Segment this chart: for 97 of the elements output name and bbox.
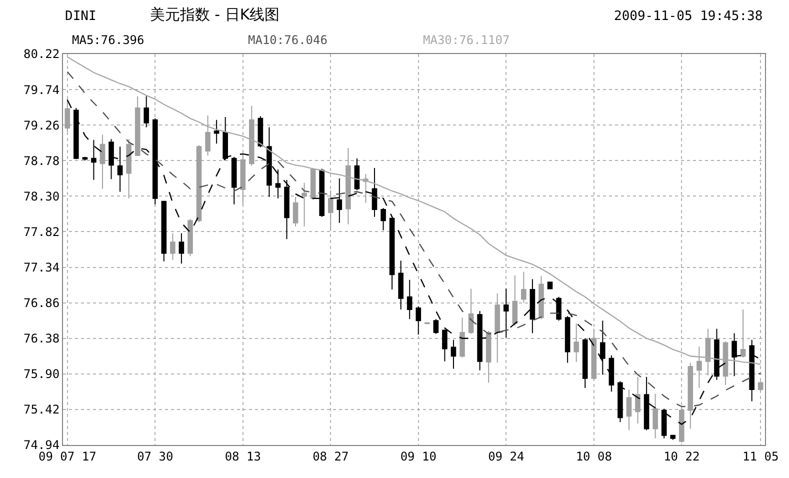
candlestick — [494, 292, 500, 364]
candlestick — [302, 182, 307, 228]
candlestick — [530, 278, 536, 334]
candlestick — [652, 393, 658, 439]
candlestick — [468, 288, 474, 334]
candlestick — [608, 354, 614, 392]
text: MA30:76.1107 — [423, 33, 510, 47]
chart-title: 美元指数 - 日K线图 — [150, 6, 280, 24]
candlestick — [740, 308, 746, 358]
text: DINI — [65, 9, 96, 24]
candlestick — [249, 105, 254, 166]
candlestick — [258, 116, 264, 148]
candlestick — [582, 338, 588, 388]
candlestick — [670, 434, 676, 440]
x-tick-label: 07 30 — [137, 449, 174, 464]
candlestick — [538, 276, 544, 320]
candlestick — [380, 208, 386, 231]
candlestick — [503, 288, 509, 338]
candlestick — [292, 196, 298, 228]
y-tick-label: 80.22 — [23, 47, 60, 62]
x-tick-label: 10 08 — [576, 449, 612, 464]
candlestick — [328, 190, 334, 231]
x-tick-label: 11 05 — [742, 449, 779, 464]
candlestick — [406, 279, 412, 320]
candlestick — [222, 116, 228, 160]
candlestick — [161, 200, 167, 262]
candlestick — [354, 158, 360, 191]
candlestick — [521, 271, 526, 304]
candlestick — [336, 178, 342, 224]
candlestick — [732, 332, 737, 377]
y-tick-label: 76.86 — [23, 296, 60, 310]
candlestick — [389, 217, 395, 290]
y-tick-label: 79.26 — [23, 118, 60, 132]
candlestick — [460, 317, 465, 358]
candlestick — [319, 168, 325, 218]
candlestick — [64, 98, 70, 132]
candlestick — [749, 339, 754, 402]
candlestick — [170, 232, 176, 260]
candlestick — [433, 318, 439, 334]
y-tick-label: 77.34 — [23, 260, 60, 274]
candlestick — [134, 96, 140, 156]
candlestick — [108, 138, 114, 180]
candlestick — [100, 134, 106, 190]
candlestick — [372, 168, 378, 218]
y-tick-label: 77.82 — [23, 224, 60, 239]
candlestick — [688, 362, 694, 430]
candlestick — [486, 330, 492, 384]
candlestick — [152, 118, 158, 205]
candlestick — [126, 138, 132, 199]
candlestick — [240, 153, 246, 205]
text: MA5:76.396 — [72, 33, 144, 47]
candlestick — [600, 320, 606, 376]
y-tick-label: 76.38 — [23, 332, 60, 346]
candlestick — [188, 218, 193, 257]
y-tick-label: 78.30 — [23, 189, 60, 204]
candlestick — [346, 148, 351, 225]
candlestick — [91, 139, 96, 180]
y-tick-label: 75.90 — [23, 367, 60, 382]
y-tick-label: 79.74 — [23, 82, 60, 97]
candlestick — [144, 96, 150, 128]
candlestick — [117, 146, 123, 192]
candlestick — [512, 274, 518, 326]
candlestick — [635, 376, 640, 424]
candlestick — [74, 108, 79, 160]
text: 2009-11-05 19:45:38 — [614, 9, 763, 24]
candlestick — [714, 328, 720, 380]
x-tick-label: 08 13 — [224, 449, 261, 464]
text: MA10:76.046 — [248, 33, 328, 47]
candlestick — [266, 126, 272, 198]
candlestick — [214, 119, 220, 144]
candlestick — [398, 260, 404, 310]
candlestick — [363, 173, 368, 204]
candlestick — [284, 179, 290, 240]
candlestick — [758, 380, 764, 392]
candlestick — [416, 306, 422, 336]
candlestick — [196, 144, 202, 223]
y-tick-label: 75.42 — [23, 402, 60, 417]
candlestick — [450, 339, 456, 370]
x-tick-label: 09 10 — [400, 449, 436, 464]
y-tick-label: 78.78 — [23, 154, 60, 168]
candlestick — [205, 114, 210, 156]
candlestick — [626, 388, 632, 431]
candlestick — [547, 282, 553, 290]
candlestick — [678, 406, 684, 444]
candlestick — [310, 168, 316, 200]
candlestick — [556, 296, 562, 322]
candlestick — [574, 323, 579, 363]
candlestick — [442, 328, 448, 362]
candlestick — [591, 328, 597, 380]
candlestick — [275, 169, 281, 199]
candlestick — [564, 316, 570, 364]
candlestick — [231, 156, 237, 205]
x-tick-label: 10 22 — [664, 449, 700, 464]
x-tick-label: 09 24 — [488, 449, 524, 464]
candlestick — [477, 310, 482, 371]
candlestick — [178, 232, 184, 264]
x-tick-label: 08 27 — [312, 449, 349, 464]
